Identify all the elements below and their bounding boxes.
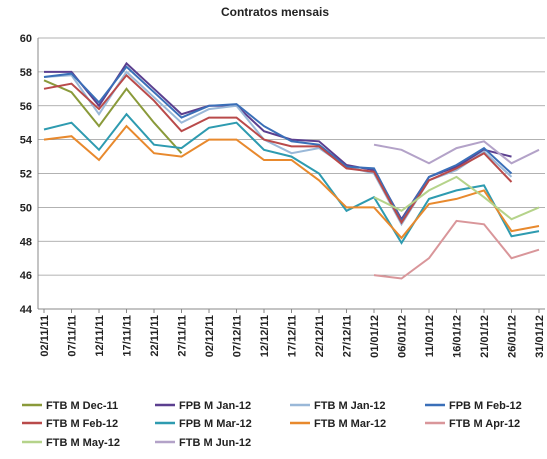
x-tick-label: 11/01/12 <box>424 315 436 357</box>
x-tick-label: 07/11/11 <box>67 315 79 357</box>
legend-label: FTB M Feb-12 <box>46 418 118 430</box>
series-line <box>43 124 540 240</box>
series-line <box>43 65 513 223</box>
x-tick-label: 02/11/11 <box>39 315 51 357</box>
legend-label: FPB M Feb-12 <box>449 400 522 412</box>
legend-label: FTB M Jan-12 <box>314 400 386 412</box>
series-line <box>373 219 540 280</box>
x-tick-label: 07/12/11 <box>232 315 244 357</box>
y-tick-label: 54 <box>20 135 33 147</box>
legend-label: FTB M Jun-12 <box>179 437 251 449</box>
series-line <box>43 112 540 245</box>
y-tick-label: 48 <box>20 236 32 248</box>
x-tick-label: 02/12/11 <box>204 315 216 357</box>
y-tick-label: 50 <box>20 202 32 214</box>
x-tick-label: 26/01/12 <box>507 315 519 358</box>
series-line <box>373 140 540 165</box>
x-tick-label: 17/12/11 <box>287 315 299 357</box>
y-tick-label: 60 <box>20 33 32 45</box>
x-tick-label: 01/01/12 <box>369 315 381 358</box>
x-tick-label: 22/11/11 <box>149 315 161 357</box>
series-line <box>43 73 513 225</box>
y-tick-label: 52 <box>20 169 32 181</box>
y-tick-label: 46 <box>20 270 32 282</box>
x-tick-label: 27/11/11 <box>177 315 189 357</box>
series-line <box>373 175 540 221</box>
x-tick-label: 27/12/11 <box>342 315 354 357</box>
y-tick-label: 56 <box>20 101 32 113</box>
legend-label: FPB M Mar-12 <box>179 418 252 430</box>
legend-label: FTB M May-12 <box>46 437 120 449</box>
y-tick-label: 58 <box>20 67 32 79</box>
x-tick-label: 17/11/11 <box>122 315 134 357</box>
x-tick-label: 12/12/11 <box>259 315 271 357</box>
legend-label: FPB M Jan-12 <box>179 400 251 412</box>
x-tick-label: 16/01/12 <box>452 315 464 358</box>
x-tick-label: 12/11/11 <box>94 315 106 357</box>
legend-label: FTB M Apr-12 <box>449 418 520 430</box>
legend-label: FTB M Mar-12 <box>314 418 386 430</box>
legend-label: FTB M Dec-11 <box>46 400 118 412</box>
x-tick-label: 06/01/12 <box>397 315 409 358</box>
series-line <box>43 79 183 154</box>
y-tick-label: 44 <box>20 304 33 316</box>
chart-title: Contratos mensais <box>221 5 329 19</box>
x-tick-label: 31/01/12 <box>534 315 546 358</box>
x-tick-label: 21/01/12 <box>479 315 491 358</box>
x-tick-label: 22/12/11 <box>314 315 326 357</box>
